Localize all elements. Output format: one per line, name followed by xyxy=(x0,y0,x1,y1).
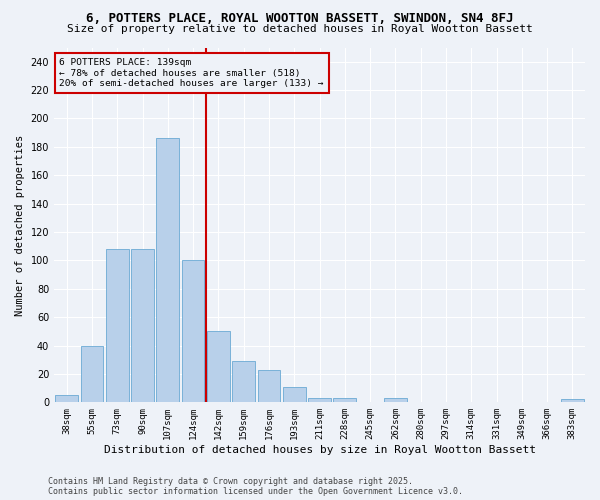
Text: Size of property relative to detached houses in Royal Wootton Bassett: Size of property relative to detached ho… xyxy=(67,24,533,34)
Bar xyxy=(55,395,78,402)
Bar xyxy=(232,361,255,403)
Bar xyxy=(182,260,205,402)
Bar xyxy=(106,249,128,402)
Bar xyxy=(308,398,331,402)
Bar xyxy=(561,400,584,402)
Text: 6 POTTERS PLACE: 139sqm
← 78% of detached houses are smaller (518)
20% of semi-d: 6 POTTERS PLACE: 139sqm ← 78% of detache… xyxy=(59,58,324,88)
Bar xyxy=(283,386,305,402)
Bar xyxy=(334,398,356,402)
Bar xyxy=(257,370,280,402)
Y-axis label: Number of detached properties: Number of detached properties xyxy=(15,134,25,316)
Text: 6, POTTERS PLACE, ROYAL WOOTTON BASSETT, SWINDON, SN4 8FJ: 6, POTTERS PLACE, ROYAL WOOTTON BASSETT,… xyxy=(86,12,514,26)
Bar xyxy=(157,138,179,402)
Bar xyxy=(80,346,103,403)
Bar xyxy=(207,332,230,402)
X-axis label: Distribution of detached houses by size in Royal Wootton Bassett: Distribution of detached houses by size … xyxy=(104,445,536,455)
Bar xyxy=(131,249,154,402)
Text: Contains HM Land Registry data © Crown copyright and database right 2025.
Contai: Contains HM Land Registry data © Crown c… xyxy=(48,476,463,496)
Bar xyxy=(384,398,407,402)
